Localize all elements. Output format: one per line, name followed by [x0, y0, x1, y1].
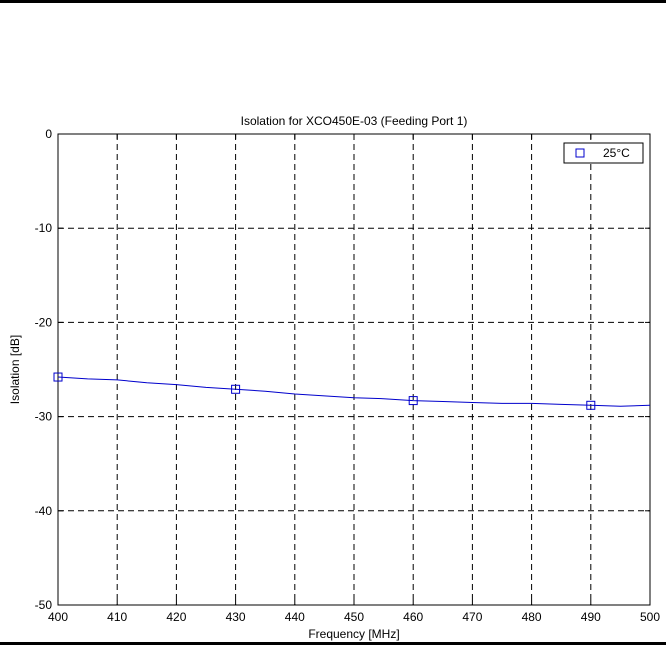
- y-tick-label: -10: [35, 221, 53, 235]
- chart-title: Isolation for XCO450E-03 (Feeding Port 1…: [241, 114, 468, 128]
- top-border-rule: [0, 0, 666, 3]
- legend-entry-label: 25°C: [603, 146, 630, 160]
- y-tick-label: -50: [35, 598, 53, 612]
- x-axis-label: Frequency [MHz]: [308, 627, 399, 641]
- x-tick-label: 450: [344, 610, 364, 624]
- grid-lines: [58, 134, 650, 605]
- y-tick-label: -40: [35, 504, 53, 518]
- y-tick-label: -30: [35, 410, 53, 424]
- axis-ticks: 400 410 420 430 440 450 460 470 480 490 500 -50 -40 -…: [35, 127, 661, 624]
- data-point-marker: [408, 396, 418, 406]
- x-tick-label: 490: [581, 610, 601, 624]
- legend-box: [563, 142, 644, 164]
- y-axis-label: Isolation [dB]: [8, 335, 22, 404]
- data-point-marker: [231, 384, 241, 394]
- series-layer: [53, 372, 651, 410]
- x-tick-label: 500: [640, 610, 660, 624]
- y-tick-label: -20: [35, 315, 53, 329]
- data-point-marker: [586, 400, 596, 410]
- data-point-marker: [53, 372, 63, 382]
- legend-marker-square: [575, 148, 585, 158]
- x-tick-label: 420: [166, 610, 186, 624]
- y-tick-label: 0: [45, 127, 52, 141]
- x-tick-label: 480: [522, 610, 542, 624]
- x-tick-label: 410: [107, 610, 127, 624]
- bottom-border-rule: [0, 642, 666, 645]
- x-tick-label: 430: [226, 610, 246, 624]
- legend: 25°C: [563, 142, 644, 164]
- x-tick-label: 440: [285, 610, 305, 624]
- series-line-25c: [57, 376, 651, 407]
- x-tick-label: 470: [462, 610, 482, 624]
- x-tick-label: 400: [48, 610, 68, 624]
- x-tick-label: 460: [403, 610, 423, 624]
